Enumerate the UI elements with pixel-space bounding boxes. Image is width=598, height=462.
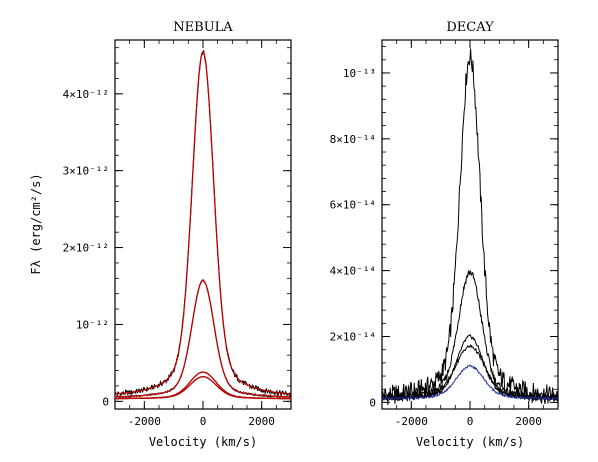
- decay-x-axis-label: Velocity (km/s): [416, 435, 524, 449]
- series-line-0: [114, 50, 292, 398]
- series-line-1: [114, 51, 292, 395]
- y-tick-label: 4×10⁻¹²: [63, 88, 109, 101]
- decay-plot-frame: [381, 39, 559, 410]
- decay-y-ticks: 0 2×10⁻¹⁴ 4×10⁻¹⁴ 6×10⁻¹⁴ 8×10⁻¹⁴ 10⁻¹³: [330, 46, 558, 409]
- y-tick-label: 2×10⁻¹²: [63, 242, 109, 255]
- nebula-x-axis-label: Velocity (km/s): [149, 435, 257, 449]
- y-tick-label: 8×10⁻¹⁴: [330, 133, 376, 146]
- y-tick-label: 10⁻¹³: [343, 67, 376, 80]
- x-tick-label: 0: [200, 415, 207, 428]
- x-tick-label: 0: [467, 415, 474, 428]
- y-tick-label: 3×10⁻¹²: [63, 165, 109, 178]
- decay-title: DECAY: [446, 20, 494, 35]
- y-tick-label: 0: [369, 396, 376, 409]
- y-tick-label: 4×10⁻¹⁴: [330, 265, 376, 278]
- y-tick-label: 0: [102, 395, 109, 408]
- nebula-title: NEBULA: [173, 20, 233, 35]
- y-tick-label: 10⁻¹²: [76, 318, 109, 331]
- series-line-2: [114, 279, 292, 399]
- x-tick-label: -2000: [128, 415, 161, 428]
- decay-lines: [381, 48, 559, 406]
- nebula-y-axis-label: Fλ (erg/cm²/s): [29, 173, 43, 274]
- x-tick-label: 2000: [248, 415, 275, 428]
- y-tick-label: 2×10⁻¹⁴: [330, 331, 376, 344]
- nebula-plot-frame: [114, 39, 292, 410]
- y-tick-label: 6×10⁻¹⁴: [330, 199, 376, 212]
- decay-panel: DECAY 0 2×10⁻¹⁴ 4×10⁻¹⁴ 6×10⁻¹⁴ 8×10⁻¹⁴ 10⁻¹³…: [330, 20, 559, 449]
- x-tick-label: 2000: [515, 415, 542, 428]
- series-line-1: [381, 269, 559, 403]
- decay-x-ticks: -2000 0 2000: [381, 40, 559, 428]
- nebula-y-ticks: 0 10⁻¹² 2×10⁻¹² 3×10⁻¹² 4×10⁻¹²: [63, 47, 291, 408]
- series-line-3: [114, 279, 292, 398]
- nebula-panel: NEBULA 0 10⁻¹² 2×10⁻¹² 3×10⁻¹² 4×10⁻¹² -2000…: [29, 20, 292, 449]
- series-line-0: [381, 48, 559, 406]
- series-line-7: [115, 376, 291, 400]
- nebula-x-ticks: -2000 0 2000: [114, 40, 292, 428]
- x-tick-label: -2000: [395, 415, 428, 428]
- series-line-4: [381, 364, 559, 401]
- nebula-lines: [114, 50, 292, 400]
